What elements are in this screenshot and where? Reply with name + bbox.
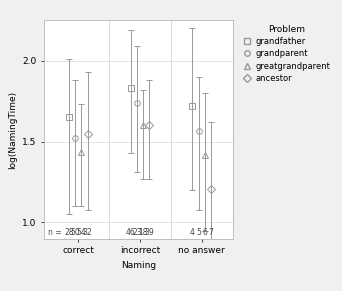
Text: 4: 4 xyxy=(190,228,195,237)
Text: 23: 23 xyxy=(132,228,142,237)
X-axis label: Naming: Naming xyxy=(121,261,156,270)
Text: 6: 6 xyxy=(202,228,207,237)
Text: 18: 18 xyxy=(139,228,148,237)
Text: 50: 50 xyxy=(70,228,80,237)
Text: 5: 5 xyxy=(196,228,201,237)
Text: 39: 39 xyxy=(144,228,154,237)
Legend: grandfather, grandparent, greatgrandparent, ancestor: grandfather, grandparent, greatgrandpare… xyxy=(242,24,331,83)
Text: 7: 7 xyxy=(209,228,213,237)
Y-axis label: log(NamingTime): log(NamingTime) xyxy=(8,91,17,168)
Text: n =: n = xyxy=(48,228,61,237)
Text: 28: 28 xyxy=(64,228,74,237)
Text: 54: 54 xyxy=(77,228,86,237)
Text: 32: 32 xyxy=(83,228,92,237)
Text: 46: 46 xyxy=(126,228,136,237)
